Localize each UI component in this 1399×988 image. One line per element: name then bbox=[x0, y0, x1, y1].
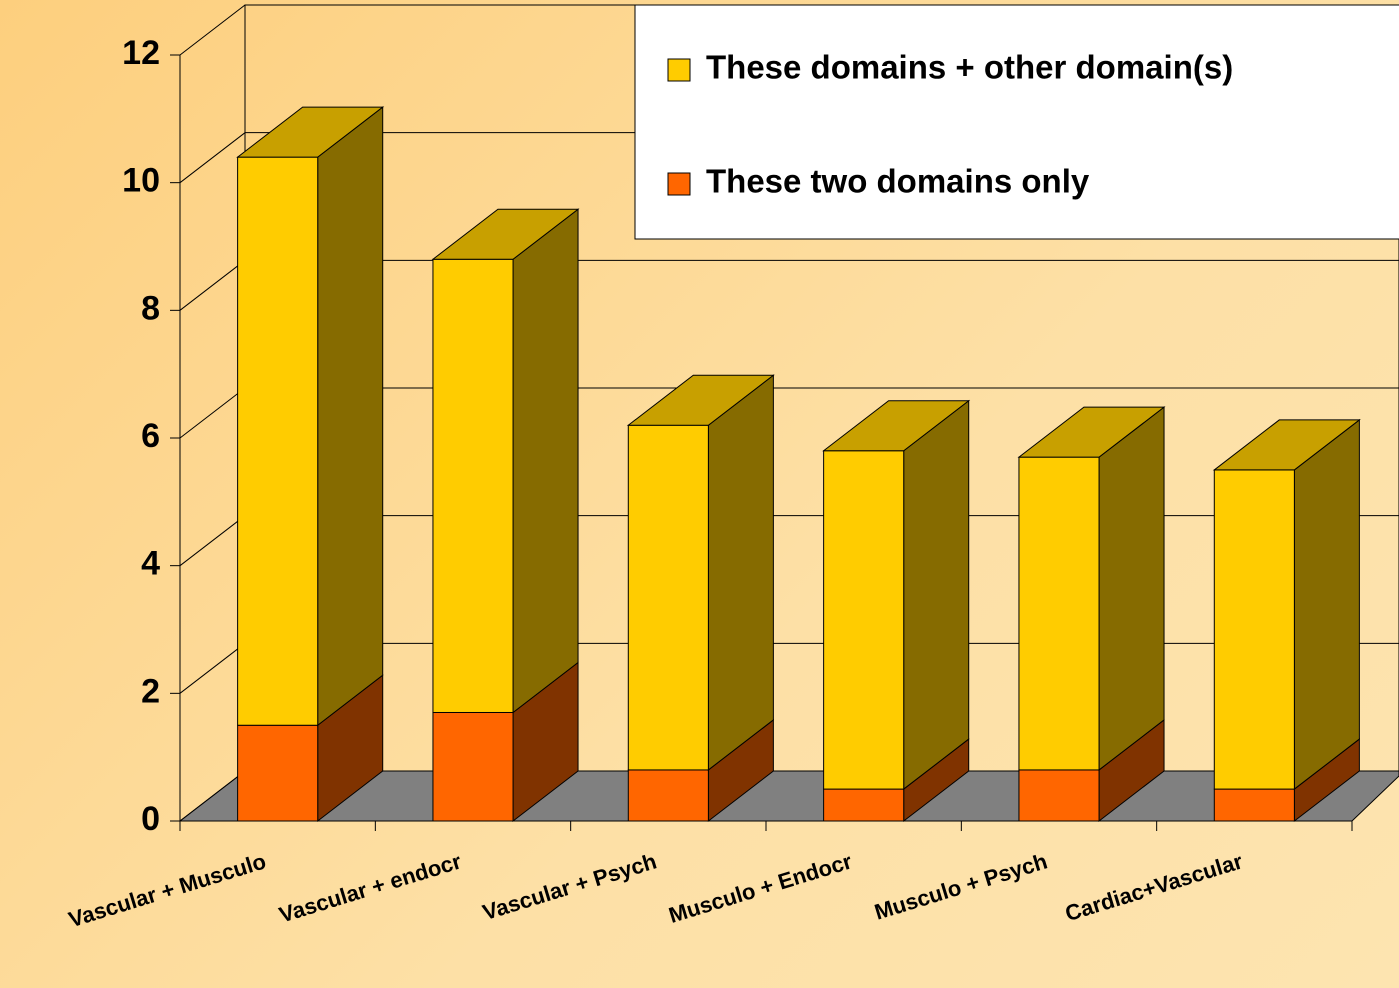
legend-label: These domains + other domain(s) bbox=[706, 49, 1233, 86]
bar bbox=[1213, 469, 1295, 790]
bar-side bbox=[512, 208, 579, 714]
bar-top bbox=[1212, 419, 1361, 471]
grid-line-side bbox=[179, 4, 246, 56]
grid-line-side bbox=[179, 515, 246, 567]
bar-side bbox=[903, 399, 970, 791]
y-tick-label: 8 bbox=[141, 289, 160, 327]
bar bbox=[432, 258, 514, 713]
grid-line-side bbox=[179, 259, 246, 311]
bar bbox=[1213, 788, 1295, 822]
x-tick-label: Musculo + Psych bbox=[872, 848, 1051, 924]
bar bbox=[432, 711, 514, 822]
legend-box bbox=[634, 4, 1399, 240]
bar bbox=[627, 769, 709, 822]
y-tick-label: 0 bbox=[141, 800, 160, 838]
bar-side bbox=[707, 374, 774, 771]
y-tick-label: 6 bbox=[141, 417, 160, 455]
grid-line-side bbox=[179, 132, 246, 184]
bar-top bbox=[431, 208, 580, 260]
y-tick-label: 4 bbox=[141, 545, 160, 583]
grid-line-side bbox=[179, 770, 246, 822]
x-tick-label: Musculo + Endocr bbox=[666, 848, 856, 928]
bar-side bbox=[1293, 418, 1360, 791]
bar bbox=[1018, 769, 1100, 822]
bar-top bbox=[236, 106, 385, 158]
x-tick-label: Vascular + endocr bbox=[276, 848, 464, 927]
legend-swatch bbox=[667, 172, 691, 196]
bar bbox=[237, 724, 319, 822]
bar-top bbox=[626, 374, 775, 426]
legend-swatch bbox=[667, 58, 691, 82]
bar bbox=[237, 156, 319, 726]
x-tick-label: Vascular + Musculo bbox=[66, 848, 269, 932]
grid-line-side bbox=[179, 387, 246, 439]
legend: These domains + other domain(s) These two… bbox=[634, 4, 1399, 240]
x-tick-label: Cardiac+Vascular bbox=[1062, 848, 1246, 926]
bar-side bbox=[1098, 406, 1165, 771]
x-tick-label: Vascular + Psych bbox=[480, 848, 660, 925]
bar bbox=[823, 450, 905, 790]
bar bbox=[1018, 456, 1100, 771]
grid-line-side bbox=[179, 642, 246, 694]
bar bbox=[627, 424, 709, 771]
bar-side bbox=[317, 106, 384, 727]
bar-top bbox=[822, 400, 971, 452]
y-tick-label: 10 bbox=[122, 162, 160, 200]
bar bbox=[823, 788, 905, 822]
bar-top bbox=[1017, 406, 1166, 458]
y-tick-label: 12 bbox=[122, 34, 160, 72]
legend-label: These two domains only bbox=[706, 163, 1090, 200]
y-tick-label: 2 bbox=[141, 672, 160, 710]
